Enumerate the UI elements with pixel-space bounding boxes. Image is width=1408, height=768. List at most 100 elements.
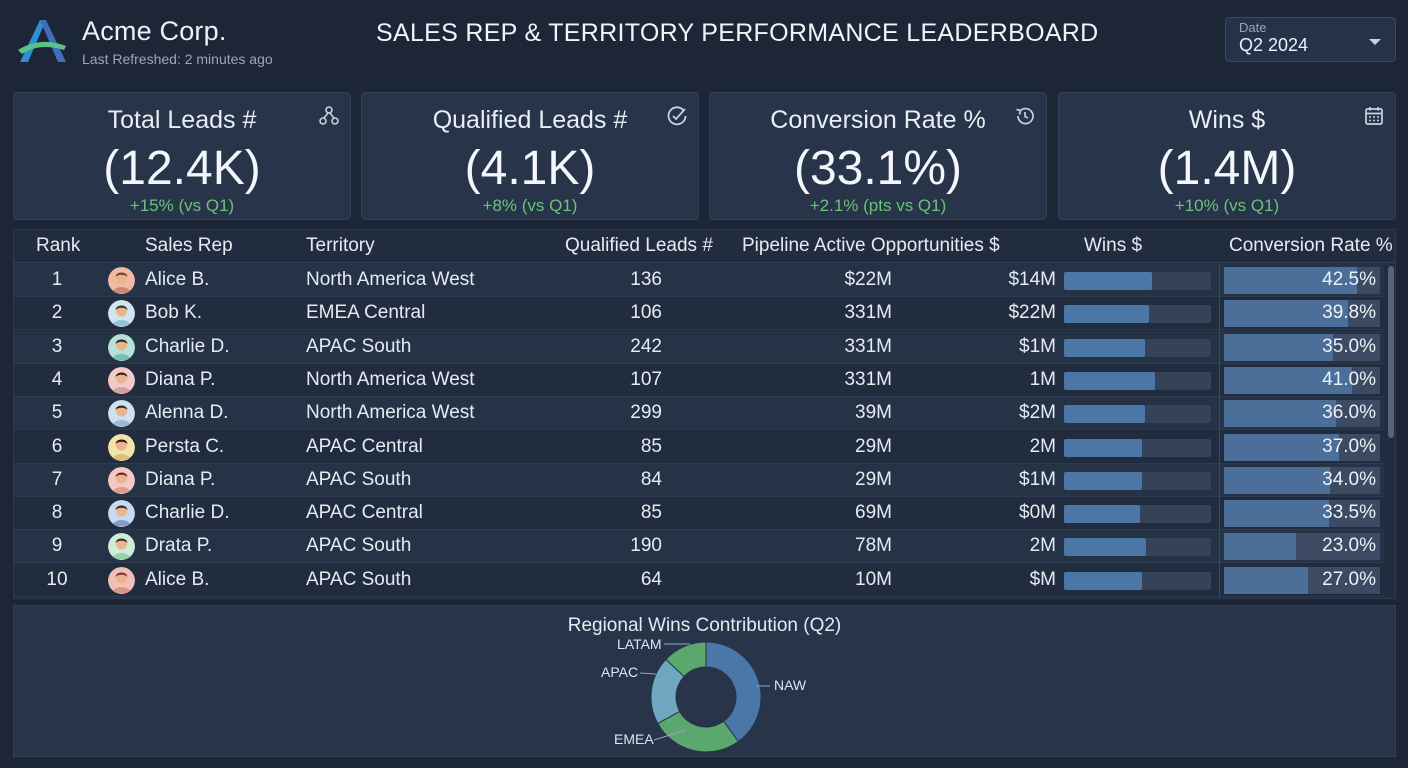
conversion-rate-cell: 23.0% [1322, 535, 1376, 557]
column-header-pipeline[interactable]: Pipeline Active Opportunities $ [742, 235, 1000, 256]
pipeline-cell: 78M [855, 535, 892, 557]
table-row[interactable]: 6 Persta C. APAC Central 85 29M 2M 37.0% [14, 431, 1384, 464]
donut-leader-line [653, 729, 687, 741]
conversion-rate-bar: 39.8% [1224, 300, 1380, 328]
table-row[interactable]: 7 Diana P. APAC South 84 29M $1M 34.0% [14, 463, 1384, 497]
conversion-rate-bar-fill [1224, 500, 1329, 528]
donut-slice-emea[interactable] [657, 710, 740, 753]
calendar-icon[interactable] [1363, 105, 1385, 127]
qualified-leads-cell: 242 [630, 335, 662, 357]
table-row[interactable]: 2 Bob K. EMEA Central 106 331M $22M 39.8% [14, 297, 1384, 331]
wins-bar-fill [1064, 438, 1142, 457]
conversion-rate-cell: 35.0% [1322, 335, 1376, 357]
conversion-rate-cell: 27.0% [1322, 568, 1376, 590]
column-header-wins[interactable]: Wins $ [1084, 235, 1143, 256]
conversion-rate-cell: 33.5% [1322, 502, 1376, 524]
wins-cell: 2M [1029, 535, 1056, 557]
table-row[interactable]: 3 Charlie D. APAC South 242 331M $1M 35.0% [14, 330, 1384, 364]
kpi-title: Conversion Rate % [770, 106, 986, 134]
qualified-leads-cell: 299 [630, 402, 662, 424]
avatar [108, 267, 135, 294]
conversion-rate-cell: 37.0% [1322, 435, 1376, 457]
kpi-delta: +10% (vs Q1) [1174, 196, 1280, 215]
conversion-rate-bar: 35.0% [1224, 333, 1380, 361]
kpi-delta: +2.1% (pts vs Q1) [809, 196, 947, 215]
sales-rep-cell[interactable]: Alenna D. [145, 402, 229, 424]
sales-rep-cell[interactable]: Diana P. [145, 368, 216, 390]
date-filter-select[interactable]: Date Q2 2024 [1225, 17, 1396, 62]
kpi-card-total-leads[interactable]: Total Leads # (12.4K) +15% (vs Q1) [13, 92, 351, 220]
wins-cell: 1M [1029, 368, 1056, 390]
conversion-rate-bar-fill [1224, 333, 1334, 361]
conversion-rate-bar: 27.0% [1224, 566, 1380, 594]
kpi-card-conversion-rate[interactable]: Conversion Rate % (33.1%) +2.1% (pts vs … [709, 92, 1047, 220]
sales-rep-cell[interactable]: Charlie D. [145, 502, 230, 524]
sales-rep-cell[interactable]: Charlie D. [145, 335, 230, 357]
avatar [108, 366, 135, 394]
page-title: SALES REP & TERRITORY PERFORMANCE LEADER… [376, 19, 1099, 47]
wins-cell: 2M [1029, 435, 1056, 457]
column-header-territory[interactable]: Territory [306, 235, 375, 256]
wins-bar [1064, 272, 1211, 290]
rank-cell: 7 [51, 468, 63, 490]
conversion-rate-bar: 33.5% [1224, 500, 1380, 528]
network-icon[interactable] [318, 105, 340, 127]
column-header-conversion-rate[interactable]: Conversion Rate % [1229, 235, 1393, 256]
column-header-rank[interactable]: Rank [36, 235, 81, 256]
table-row[interactable]: 8 Charlie D. APAC Central 85 69M $0M 33.5% [14, 497, 1384, 531]
qualified-leads-cell: 106 [630, 302, 662, 324]
kpi-card-qualified-leads[interactable]: Qualified Leads # (4.1K) +8% (vs Q1) [361, 92, 699, 220]
sales-rep-cell[interactable]: Alice B. [145, 568, 210, 590]
rank-cell: 3 [51, 335, 63, 357]
wins-cell: $1M [1019, 468, 1056, 490]
wins-bar-fill [1064, 305, 1150, 324]
table-scrollbar[interactable] [1388, 266, 1394, 438]
wins-bar-fill [1064, 371, 1156, 390]
column-divider [1219, 264, 1220, 598]
table-row[interactable]: 5 Alenna D. North America West 299 39M $2M 36.… [14, 397, 1384, 431]
avatar [108, 333, 135, 361]
conversion-rate-bar: 37.0% [1224, 433, 1380, 461]
kpi-value: (12.4K) [103, 142, 261, 195]
wins-bar-fill [1064, 505, 1141, 524]
column-header-sales-rep[interactable]: Sales Rep [145, 235, 233, 256]
conversion-rate-bar: 42.5% [1224, 267, 1380, 294]
avatar [108, 500, 135, 528]
sales-rep-cell[interactable]: Alice B. [145, 269, 210, 290]
kpi-title: Total Leads # [107, 106, 257, 134]
wins-bar [1064, 405, 1211, 424]
table-row[interactable]: 1 Alice B. North America West 136 $22M $14M 42… [14, 264, 1384, 297]
table-row[interactable]: 9 Drata P. APAC South 190 78M 2M 23.0% [14, 530, 1384, 564]
wins-bar-fill [1064, 338, 1145, 357]
check-circle-icon[interactable] [666, 105, 688, 127]
table-row[interactable]: 4 Diana P. North America West 107 331M 1M 41.0… [14, 364, 1384, 397]
sales-rep-cell[interactable]: Persta C. [145, 435, 225, 457]
qualified-leads-cell: 64 [640, 568, 662, 590]
header: Acme Corp. Last Refreshed: 2 minutes ago… [0, 0, 1408, 84]
conversion-rate-bar: 34.0% [1224, 466, 1380, 494]
conversion-rate-bar-fill [1224, 300, 1349, 328]
rank-cell: 1 [51, 269, 63, 290]
avatar [108, 533, 135, 561]
sales-rep-cell[interactable]: Bob K. [145, 302, 203, 324]
wins-cell: $22M [1008, 302, 1056, 324]
table-row[interactable]: 10 Alice B. APAC South 64 10M $M 27.0% [14, 564, 1384, 597]
regional-wins-chart-panel: Regional Wins Contribution (Q2) NAW EMEA A… [13, 605, 1396, 757]
donut-slice-latam[interactable] [665, 641, 707, 678]
rank-cell: 5 [51, 402, 63, 424]
kpi-delta: +8% (vs Q1) [482, 196, 578, 215]
avatar [108, 300, 135, 328]
chart-title: Regional Wins Contribution (Q2) [567, 615, 842, 636]
qualified-leads-cell: 190 [630, 535, 662, 557]
donut-slice-naw[interactable] [705, 641, 762, 743]
wins-bar [1064, 438, 1211, 457]
wins-bar [1064, 338, 1211, 357]
kpi-card-wins[interactable]: Wins $ (1.4M) +10% (vs Q1) [1058, 92, 1396, 220]
sales-rep-cell[interactable]: Drata P. [145, 535, 213, 557]
sales-rep-cell[interactable]: Diana P. [145, 468, 216, 490]
history-icon[interactable] [1014, 105, 1036, 127]
qualified-leads-cell: 107 [630, 368, 662, 390]
column-header-qualified-leads[interactable]: Qualified Leads # [565, 235, 713, 256]
acme-logo-icon [18, 20, 66, 62]
conversion-rate-cell: 39.8% [1322, 302, 1376, 324]
